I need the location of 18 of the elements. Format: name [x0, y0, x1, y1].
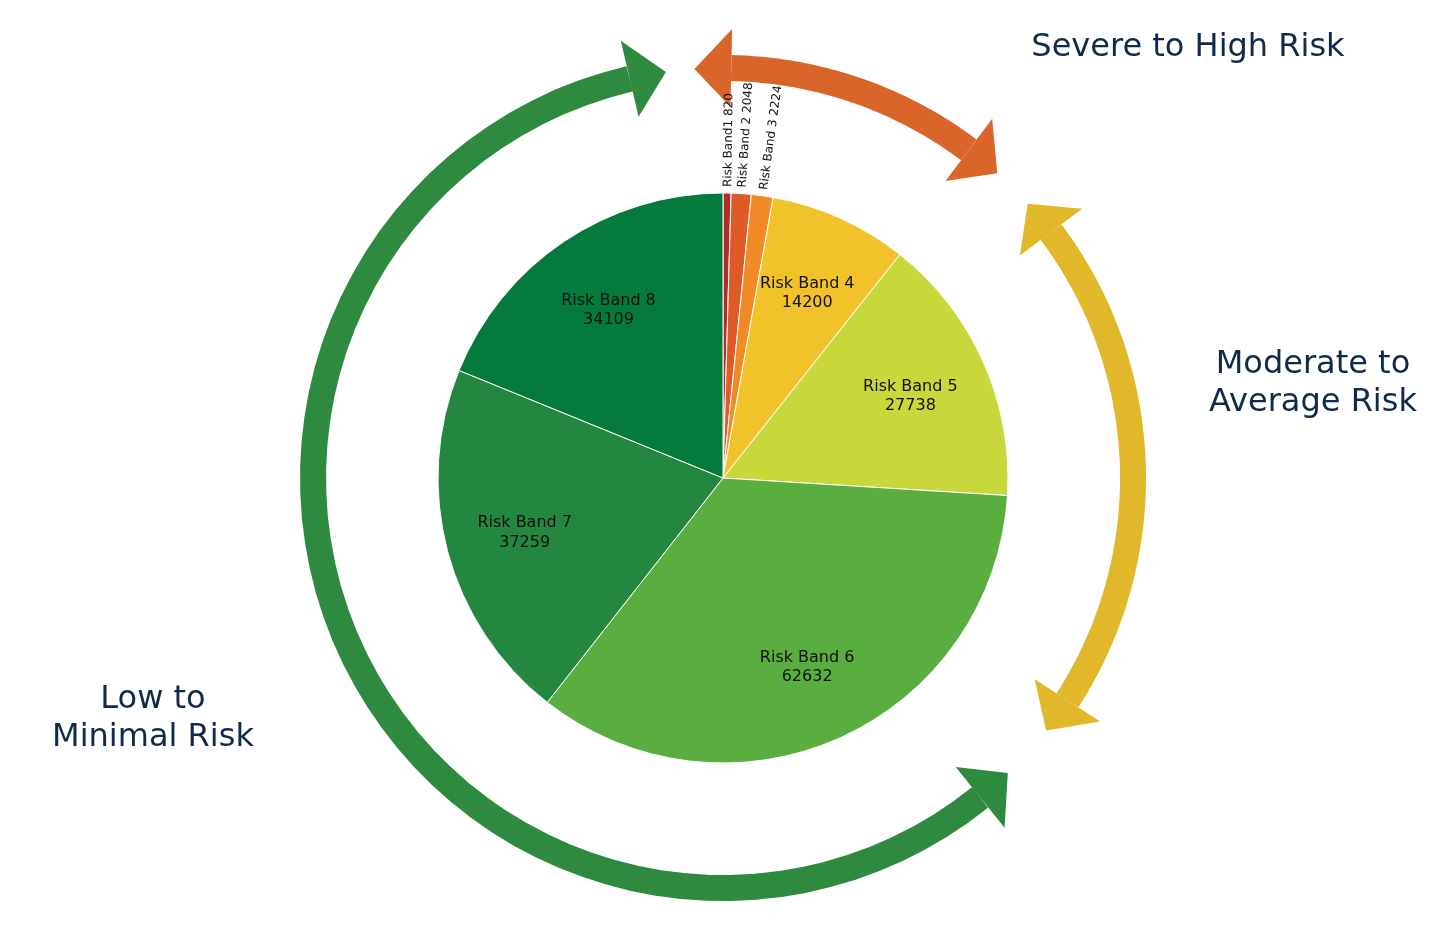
data-label: 62632	[781, 666, 833, 686]
data-label: 2224	[765, 84, 785, 117]
text: Severe to High Risk	[1031, 26, 1346, 64]
slice-label: Risk Band 4	[759, 272, 855, 292]
data-label: 14200	[781, 291, 833, 311]
slice-label: Risk Band 5	[863, 376, 958, 396]
text: Low to Minimal Risk	[52, 678, 255, 755]
data-label: 27738	[884, 395, 936, 415]
slice-label: Risk Band 7	[477, 512, 572, 532]
slice-label: Risk Band 2	[734, 112, 753, 189]
text: Moderate to Average Risk	[1209, 343, 1418, 420]
data-label: 2048	[738, 82, 755, 114]
data-label: 37259	[499, 531, 551, 551]
slice-label: Risk Band 8	[561, 289, 656, 309]
data-label: 820	[720, 93, 735, 117]
slice-label: Risk Band1	[719, 115, 735, 188]
data-label: 34109	[583, 308, 634, 328]
slice-label: Risk Band 6	[759, 646, 855, 666]
